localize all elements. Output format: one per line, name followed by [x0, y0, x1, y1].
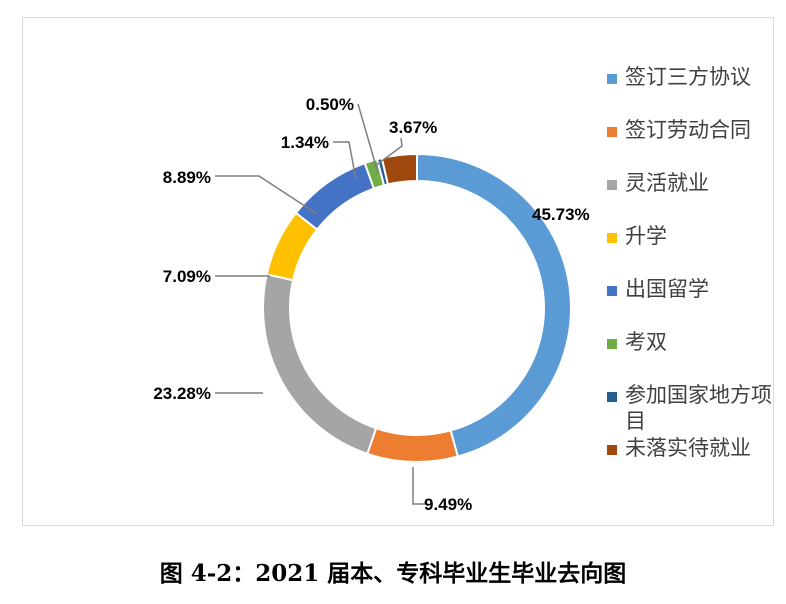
donut-slice-2 — [366, 426, 460, 463]
legend-swatch-1 — [607, 74, 617, 84]
legend-item-4: 升学 — [607, 223, 775, 249]
legend-swatch-8 — [607, 445, 617, 455]
data-label-6: 1.34% — [281, 133, 329, 152]
legend-swatch-4 — [607, 233, 617, 243]
donut-slice-5 — [294, 161, 376, 231]
data-label-4: 7.09% — [163, 267, 211, 286]
legend-label-7: 参加国家地方项目 — [625, 383, 772, 433]
legend-label-1: 签订三方协议 — [625, 65, 751, 89]
leader-line-2 — [412, 467, 425, 505]
leader-line-5 — [215, 175, 318, 215]
figure-caption: 图 4-2：2021 届本、专科毕业生毕业去向图 — [159, 560, 627, 587]
legend-swatch-5 — [607, 286, 617, 296]
data-label-1: 45.73% — [532, 205, 590, 224]
legend-label-3: 灵活就业 — [625, 171, 709, 195]
legend-item-2: 签订劳动合同 — [607, 117, 775, 143]
label-leader-lines — [215, 103, 425, 505]
data-labels: 45.73% 9.49% 23.28% 7.09% 8.89% 1.34% 0.50% 3.6… — [153, 95, 589, 514]
donut-chart: 45.73% 9.49% 23.28% 7.09% 8.89% 1.34% 0.50% 3.6… — [153, 95, 589, 514]
data-label-7: 0.50% — [306, 95, 354, 114]
legend-item-8: 未落实待就业 — [607, 435, 775, 461]
data-label-5: 8.89% — [163, 168, 211, 187]
legend-item-6: 考双 — [607, 329, 775, 355]
legend-swatch-2 — [607, 127, 617, 137]
leader-line-8 — [374, 137, 403, 167]
donut-slice-1 — [416, 152, 572, 458]
legend-label-4: 升学 — [625, 224, 667, 248]
data-label-8: 3.67% — [389, 118, 437, 137]
leader-line-7 — [357, 103, 379, 174]
legend-label-6: 考双 — [625, 330, 667, 354]
donut-slice-8 — [380, 152, 418, 186]
legend-label-8: 未落实待就业 — [625, 436, 751, 460]
leader-line-6 — [333, 141, 357, 181]
legend-item-7: 参加国家地方项目 — [607, 382, 775, 434]
legend-label-2: 签订劳动合同 — [625, 118, 751, 142]
data-label-2: 9.49% — [424, 495, 472, 514]
legend-item-5: 出国留学 — [607, 276, 775, 302]
donut-slices — [262, 152, 572, 463]
chart-frame: 45.73% 9.49% 23.28% 7.09% 8.89% 1.34% 0.50% 3.6… — [22, 17, 774, 526]
legend-item-1: 签订三方协议 — [607, 64, 775, 90]
legend-item-3: 灵活就业 — [607, 170, 775, 196]
donut-slice-3 — [262, 273, 378, 456]
legend-label-5: 出国留学 — [625, 277, 709, 301]
data-label-3: 23.28% — [153, 384, 211, 403]
legend-swatch-3 — [607, 180, 617, 190]
legend-swatch-7 — [607, 392, 617, 402]
legend-swatch-6 — [607, 339, 617, 349]
